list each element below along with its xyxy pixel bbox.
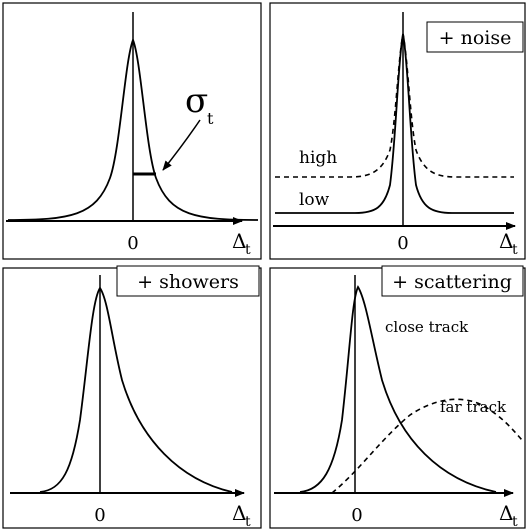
showers-curve [39, 286, 233, 493]
axis-label: Δ [232, 501, 246, 525]
axis-subscript: t [512, 514, 518, 530]
low-label: low [299, 190, 330, 210]
zero-label: 0 [127, 233, 138, 254]
sigma-pointer-arrow [162, 119, 201, 171]
axis-subscript: t [512, 242, 518, 258]
axis-label: Δ [499, 501, 513, 525]
tag-label: + showers [137, 271, 239, 293]
close-track-label: close track [385, 318, 469, 336]
panel-showers: + showers 0 Δ t [2, 265, 262, 530]
panel-noise: + noise high low 0 Δ t [269, 2, 526, 260]
axis-symbol: Δ [499, 501, 513, 525]
far-track-label: far track [440, 398, 507, 416]
axis-label: Δ [232, 229, 246, 253]
sigma-subscript: t [207, 109, 214, 128]
zero-label: 0 [94, 505, 105, 526]
zero-label: 0 [351, 505, 362, 526]
tag-box [116, 265, 260, 297]
close-track-curve [299, 285, 497, 493]
axis-symbol: Δ [499, 229, 513, 253]
axis-symbol: Δ [232, 501, 246, 525]
high-label: high [299, 148, 337, 168]
zero-label: 0 [397, 233, 408, 254]
axis-subscript: t [245, 242, 251, 258]
panel-frame [269, 2, 526, 260]
far-track-curve [331, 398, 523, 494]
low-noise-curve [275, 33, 514, 214]
panel-baseline: σ t 0 Δ t [2, 2, 262, 260]
tag-box [426, 21, 524, 53]
tag-box [381, 265, 524, 297]
sigma-symbol: σ [185, 81, 208, 121]
tag-label: + scattering [392, 271, 512, 293]
axis-subscript: t [245, 514, 251, 530]
tag-label: + noise [439, 27, 512, 49]
axis-label: Δ [499, 229, 513, 253]
panel-frame [2, 2, 262, 260]
panel-scattering: + scattering close track far track 0 Δ t [269, 265, 526, 530]
axis-symbol: Δ [232, 229, 246, 253]
gaussian-curve [7, 37, 259, 221]
